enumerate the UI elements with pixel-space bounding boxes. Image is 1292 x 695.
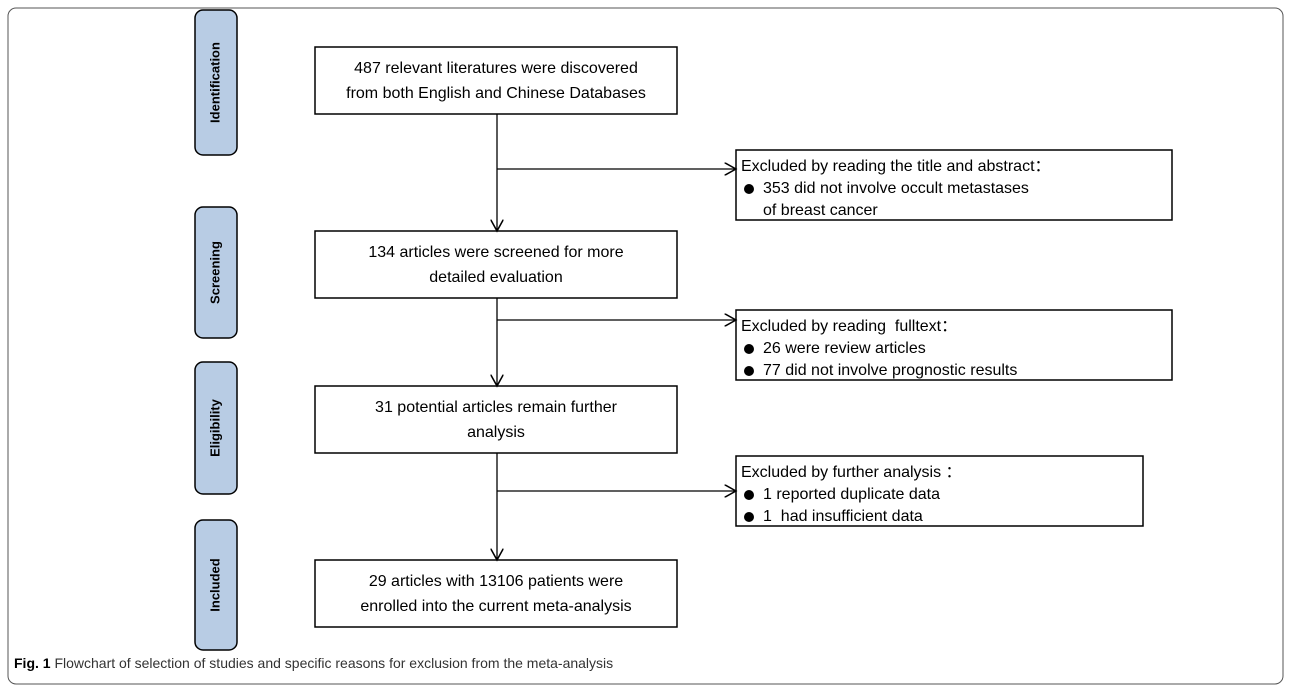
bullet bbox=[744, 366, 754, 376]
exclusion-item: 1 reported duplicate data bbox=[763, 486, 940, 503]
exclusion-title: Excluded by reading fulltext： bbox=[741, 318, 957, 335]
box-text: detailed evaluation bbox=[429, 269, 562, 286]
exclusion-item: 77 did not involve prognostic results bbox=[763, 362, 1017, 379]
stage-label: Included bbox=[207, 558, 222, 612]
process-box bbox=[314, 559, 678, 628]
exclusion-item: 1 had insufficient data bbox=[763, 508, 923, 525]
stage-box bbox=[194, 206, 238, 339]
box-text: 29 articles with 13106 patients were bbox=[369, 573, 623, 590]
bullet bbox=[744, 512, 754, 522]
stage-label: Identification bbox=[207, 42, 222, 123]
process-box bbox=[314, 46, 678, 115]
box-text: 134 articles were screened for more bbox=[368, 244, 623, 261]
exclusion-item: 353 did not involve occult metastases bbox=[763, 180, 1029, 197]
bullet bbox=[744, 184, 754, 194]
process-box bbox=[314, 385, 678, 454]
box-text: from both English and Chinese Databases bbox=[346, 85, 646, 102]
stage-box bbox=[194, 361, 238, 495]
stage-label: Screening bbox=[207, 241, 222, 304]
flowchart: Identification Screening Eligibility Includ… bbox=[194, 9, 1173, 651]
exclusion-item: of breast cancer bbox=[763, 202, 878, 219]
box-text: analysis bbox=[467, 424, 525, 441]
frame bbox=[7, 7, 1284, 685]
caption-label: Fig. 1 bbox=[14, 655, 51, 671]
exclusion-item: 26 were review articles bbox=[763, 340, 926, 357]
box-text: 487 relevant literatures were discovered bbox=[354, 60, 638, 77]
exclusion-title: Excluded by further analysis ： bbox=[741, 464, 962, 481]
caption-text: Flowchart of selection of studies and sp… bbox=[54, 655, 613, 671]
stage-box bbox=[194, 9, 238, 156]
exclusion-box bbox=[735, 455, 1144, 527]
bullet bbox=[744, 344, 754, 354]
exclusion-box bbox=[735, 149, 1173, 221]
bullet bbox=[744, 490, 754, 500]
box-text: enrolled into the current meta-analysis bbox=[360, 598, 631, 615]
exclusion-box bbox=[735, 309, 1173, 381]
stage-box bbox=[194, 519, 238, 651]
exclusion-title: Excluded by reading the title and abstra… bbox=[741, 158, 1051, 175]
caption: Fig. 1 Flowchart of selection of studies… bbox=[14, 655, 613, 671]
stage-label: Eligibility bbox=[207, 398, 222, 457]
process-box bbox=[314, 230, 678, 299]
box-text: 31 potential articles remain further bbox=[375, 399, 618, 416]
